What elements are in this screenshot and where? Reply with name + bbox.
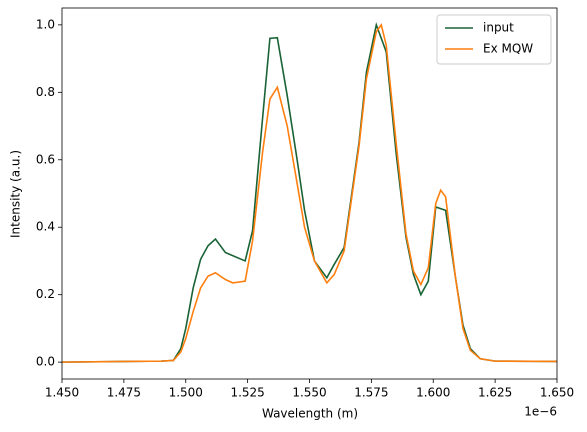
- x-tick-label: 1.600: [416, 386, 450, 400]
- y-tick-label: 0.2: [36, 287, 55, 301]
- x-tick-label: 1.650: [540, 386, 574, 400]
- x-tick-label: 1.500: [169, 386, 203, 400]
- y-axis-label: Intensity (a.u.): [9, 150, 23, 238]
- x-axis-label: Wavelength (m): [262, 407, 358, 421]
- plot-frame: [61, 7, 558, 380]
- y-tick-label: 0.8: [36, 85, 55, 99]
- y-tick-label: 0.4: [36, 220, 55, 234]
- line-series: [61, 23, 558, 363]
- x-tick-label: 1.550: [292, 386, 326, 400]
- y-tick-label: 0.0: [36, 355, 55, 369]
- x-tick-label: 1.625: [478, 386, 512, 400]
- y-tick-label: 1.0: [36, 17, 55, 31]
- x-tick-label: 1.525: [230, 386, 264, 400]
- line-series: [61, 21, 558, 363]
- x-tick-label: 1.475: [107, 386, 141, 400]
- x-tick-label: 1.575: [354, 386, 388, 400]
- x-tick-label: 1.450: [45, 386, 79, 400]
- x-offset-label: 1e−6: [524, 405, 557, 419]
- y-tick-label: 0.6: [36, 152, 55, 166]
- legend-label: input: [483, 21, 514, 35]
- legend-label: Ex MQW: [483, 42, 533, 56]
